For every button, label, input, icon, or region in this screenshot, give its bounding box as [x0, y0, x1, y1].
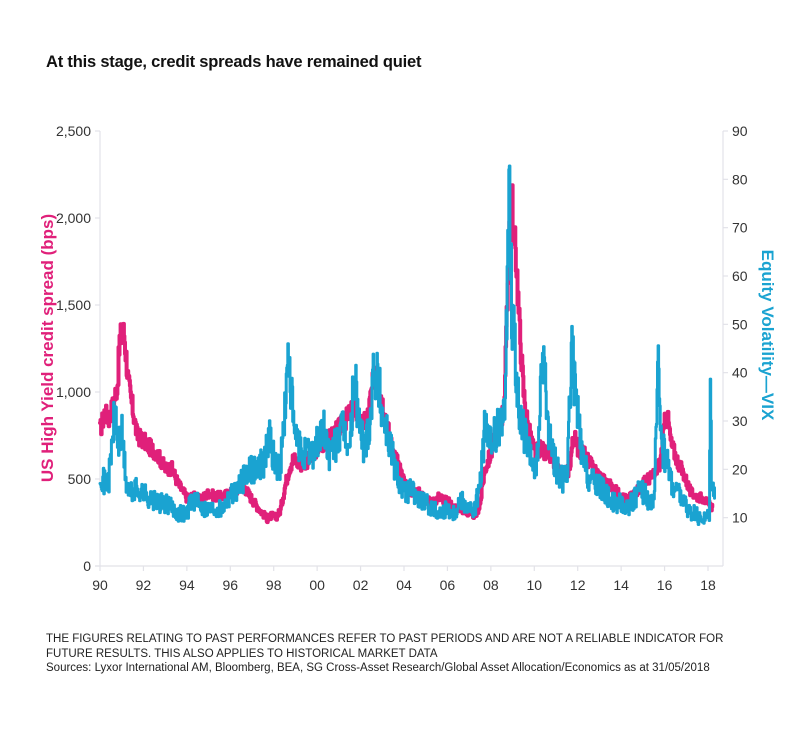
axes: 0 500 1,000 1,500 2,000 2,500 10 20 30 40 50 60 70 80… [56, 123, 748, 593]
x-tick-label: 94 [179, 577, 195, 593]
x-tick-label: 98 [266, 577, 282, 593]
y-left-tick-label: 500 [68, 471, 92, 487]
x-tick-label: 18 [700, 577, 716, 593]
x-tick-label: 14 [613, 577, 629, 593]
vix-line [98, 164, 716, 526]
x-tick-label: 10 [526, 577, 542, 593]
y-axis-right-label: Equity Volatility—VIX [758, 250, 777, 421]
y-left-tick-label: 1,500 [56, 297, 91, 313]
y-right-tick-label: 40 [732, 365, 748, 381]
y-right-tick-label: 60 [732, 268, 748, 284]
y-right-tick-label: 30 [732, 413, 748, 429]
disclaimer-text: THE FIGURES RELATING TO PAST PERFORMANCE… [46, 633, 724, 660]
y-right-tick-label: 10 [732, 510, 748, 526]
series-layer [98, 164, 716, 526]
x-tick-label: 00 [309, 577, 325, 593]
y-left-tick-label: 1,000 [56, 384, 91, 400]
y-axis-left-label: US High Yield credit spread (bps) [38, 214, 57, 482]
y-left-tick-label: 2,500 [56, 123, 91, 139]
chart-svg: 0 500 1,000 1,500 2,000 2,500 10 20 30 40 50 60 70 80… [38, 123, 777, 593]
x-tick-label: 96 [222, 577, 238, 593]
chart-title: At this stage, credit spreads have remai… [46, 53, 422, 71]
axis-labels: US High Yield credit spread (bps) Equity… [38, 214, 777, 482]
x-tick-label: 08 [483, 577, 499, 593]
y-right-tick-label: 20 [732, 461, 748, 477]
sources-text: Sources: Lyxor International AM, Bloombe… [46, 662, 710, 674]
x-tick-label: 92 [136, 577, 152, 593]
y-right-tick-label: 50 [732, 316, 748, 332]
hy-spread-line [98, 183, 715, 525]
x-tick-label: 02 [353, 577, 369, 593]
y-left-tick-label: 0 [83, 558, 91, 574]
x-tick-label: 06 [440, 577, 456, 593]
y-right-tick-label: 70 [732, 220, 748, 236]
x-tick-label: 90 [92, 577, 108, 593]
x-tick-label: 12 [570, 577, 586, 593]
y-right-tick-label: 80 [732, 171, 748, 187]
y-left-tick-label: 2,000 [56, 210, 91, 226]
footnote: THE FIGURES RELATING TO PAST PERFORMANCE… [46, 632, 746, 676]
x-tick-label: 04 [396, 577, 412, 593]
y-right-tick-label: 90 [732, 123, 748, 139]
x-tick-label: 16 [657, 577, 673, 593]
